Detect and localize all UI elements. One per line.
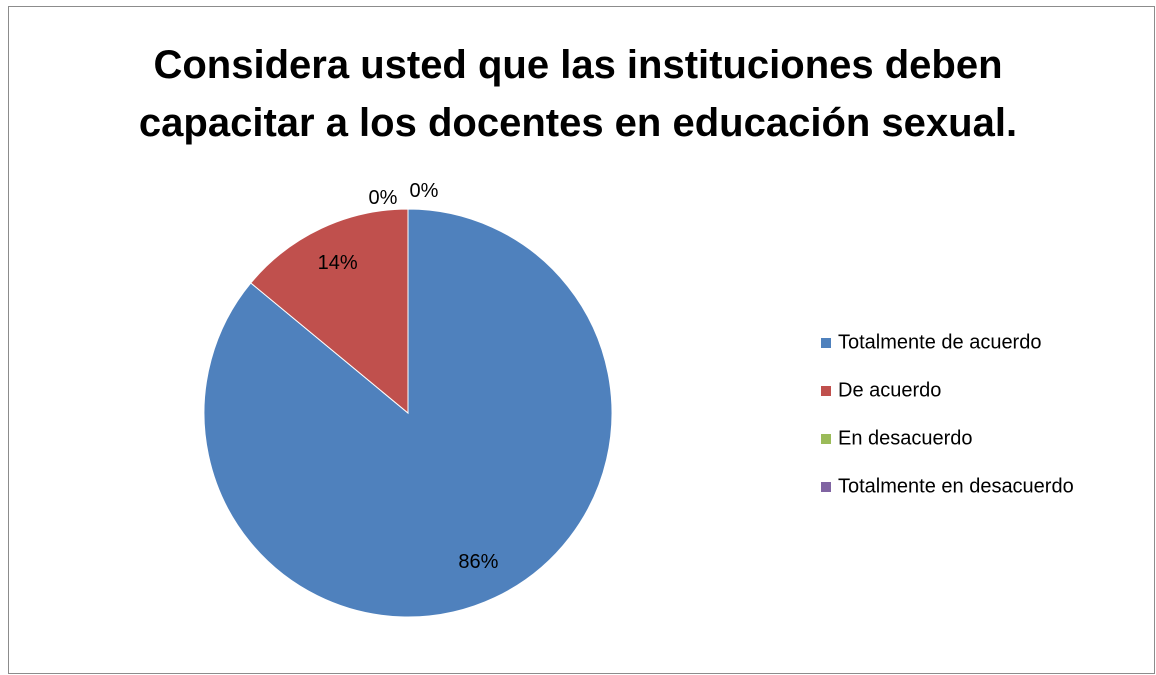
legend-label: Totalmente de acuerdo [838,331,1041,353]
data-label: 0% [369,187,398,209]
chart-title: Considera usted que las instituciones de… [138,43,1018,145]
pie-slice [250,208,409,415]
data-label: 86% [458,551,498,573]
chart-border [8,6,1155,674]
legend-swatch [821,338,831,348]
legend-swatch [821,386,831,396]
legend-swatch [821,434,831,444]
legend-label: De acuerdo [838,379,941,401]
data-label: 14% [318,252,358,274]
legend-label: En desacuerdo [838,427,973,449]
legend-swatch [821,482,831,492]
data-label: 0% [410,180,439,202]
legend-label: Totalmente en desacuerdo [838,475,1074,497]
